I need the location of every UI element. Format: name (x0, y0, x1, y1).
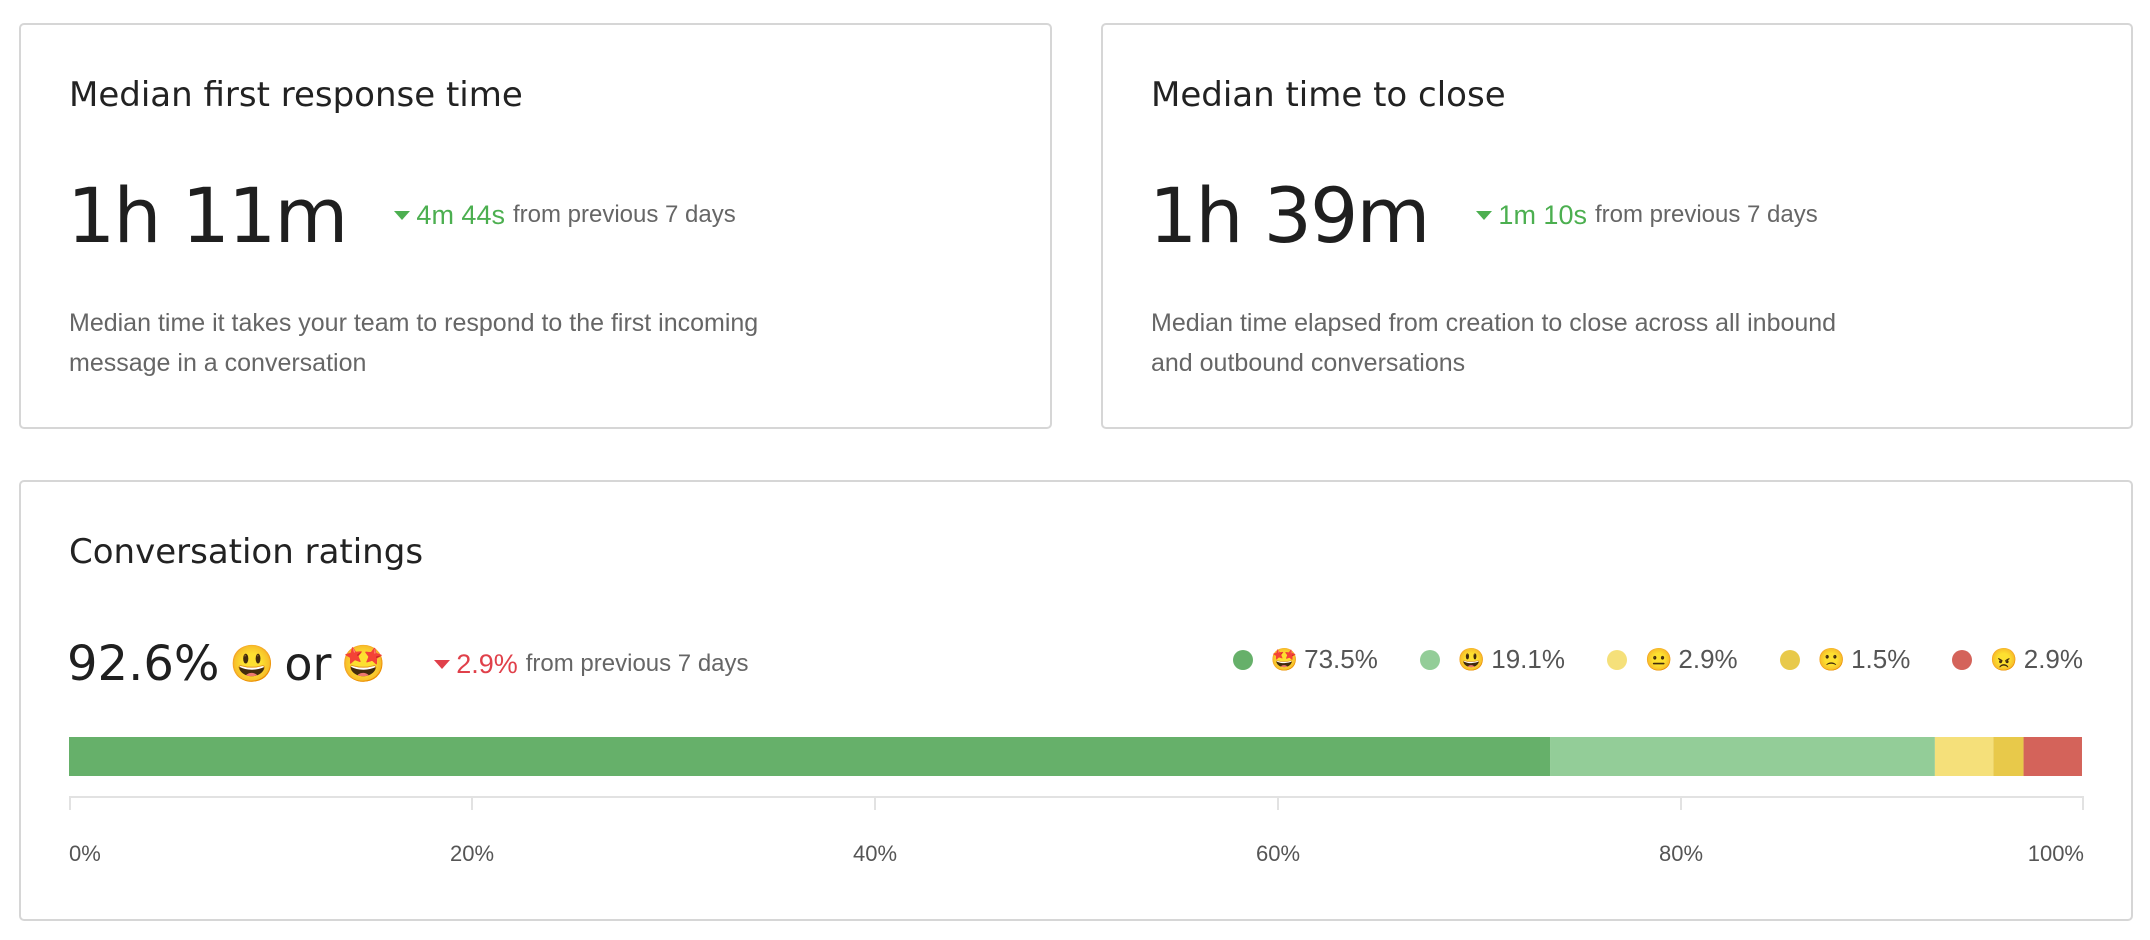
legend-emoji: 😐 (1644, 646, 1673, 672)
bar-segment (2023, 737, 2082, 776)
bar-chart: 0% 20% 40% 60% 80% 100% (69, 737, 2084, 866)
legend-value: 2.9% (1678, 644, 1738, 674)
card-title: Conversation ratings (69, 532, 424, 572)
metric-row: 1h 39m 1m 10s from previous 7 days (1149, 165, 1818, 265)
card-title: Median time to close (1151, 75, 1506, 115)
delta-note: from previous 7 days (1594, 201, 1818, 228)
x-tick-label: 80% (1659, 841, 1703, 866)
legend-item: 🤩 73.5% (1232, 644, 1378, 675)
metric-value: 1h 39m (1149, 170, 1430, 260)
legend: 🤩 73.5% 😃 19.1% 😐 2.9% 🙁 1.5% 😠 2.9% (1191, 644, 2083, 675)
legend-dot (1232, 649, 1253, 670)
legend-emoji: 🙁 (1817, 646, 1846, 672)
x-tick-label: 0% (69, 841, 101, 866)
legend-value: 2.9% (2023, 644, 2083, 674)
legend-item: 😃 19.1% (1419, 644, 1565, 675)
metric-card: Median time to close 1h 39m 1m 10s from … (1101, 23, 2133, 429)
legend-value: 1.5% (1851, 644, 1911, 674)
down-arrow (1476, 210, 1493, 220)
legend-value: 73.5% (1304, 644, 1378, 674)
joiner: or (284, 637, 332, 691)
bar-segment (69, 737, 1551, 776)
down-arrow (394, 210, 411, 220)
legend-emoji: 😃 (1457, 646, 1486, 672)
emoji: 😃 (229, 643, 275, 684)
legend-dot (1606, 649, 1627, 670)
bar-segment (1934, 737, 1994, 776)
headline: 92.6% (67, 636, 220, 692)
legend-value: 19.1% (1491, 644, 1565, 674)
legend-item: 😐 2.9% (1606, 644, 1738, 675)
x-tick-label: 40% (853, 841, 897, 866)
legend-emoji: 😠 (1990, 646, 2018, 672)
legend-item: 🙁 1.5% (1779, 644, 1911, 675)
ratings-card: Conversation ratings 92.6% 😃 or 🤩 2.9% f… (19, 480, 2133, 921)
metric-delta: 1m 10s (1498, 199, 1587, 230)
metric-value: 1h 11m (67, 170, 348, 260)
legend-dot (1419, 649, 1440, 670)
metric-row: 1h 11m 4m 44s from previous 7 days (67, 165, 736, 265)
legend-item: 😠 2.9% (1952, 644, 2083, 675)
bar-segment (1993, 737, 2024, 776)
down-arrow (434, 659, 451, 669)
change: 2.9% (456, 648, 518, 679)
headline-row: 92.6% 😃 or 🤩 2.9% from previous 7 days (67, 622, 749, 706)
metric-description: Median time it takes your team to respon… (69, 309, 759, 377)
legend-dot (1952, 649, 1973, 670)
delta-note: from previous 7 days (512, 201, 736, 228)
legend-dot (1779, 649, 1800, 670)
metric-delta: 4m 44s (416, 199, 505, 230)
bar-segment (1550, 737, 1935, 776)
metric-description: Median time elapsed from creation to clo… (1151, 309, 1837, 377)
x-tick-label: 60% (1256, 841, 1300, 866)
x-tick-label: 100% (2028, 841, 2084, 866)
emoji: 🤩 (341, 643, 387, 684)
card-title: Median first response time (69, 75, 523, 115)
metric-card: Median first response time 1h 11m 4m 44s… (19, 23, 1052, 429)
legend-emoji: 🤩 (1270, 646, 1299, 672)
change-note: from previous 7 days (525, 650, 749, 677)
x-tick-label: 20% (450, 841, 494, 866)
